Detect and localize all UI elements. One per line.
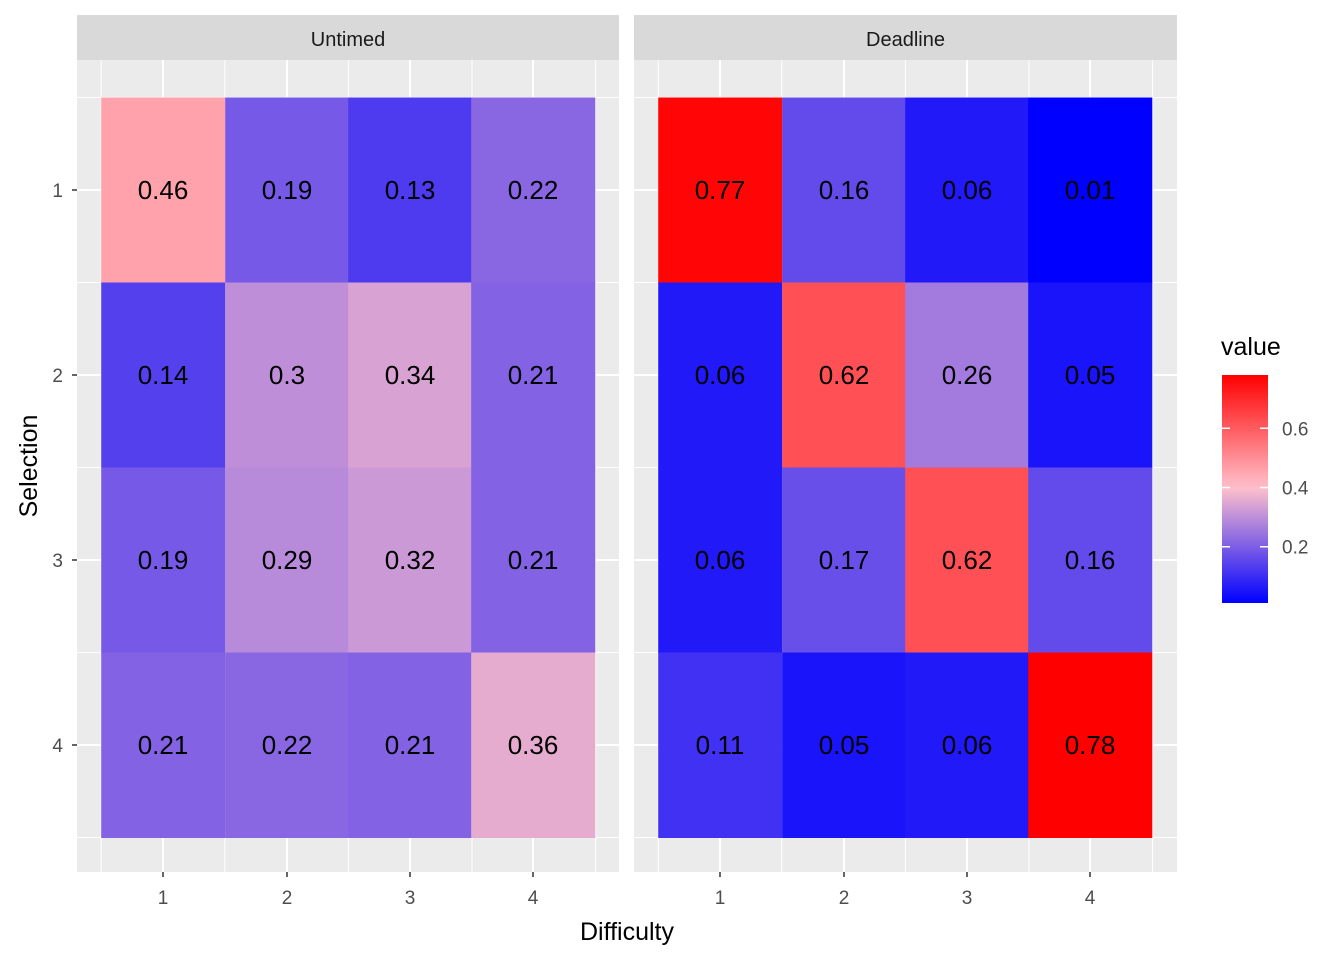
cell-value-label: 0.05 bbox=[1065, 360, 1116, 390]
heatmap-cell bbox=[782, 282, 907, 468]
cell-value-label: 0.11 bbox=[696, 730, 745, 760]
cell-value-label: 0.19 bbox=[138, 545, 189, 575]
cell-value-label: 0.26 bbox=[942, 360, 993, 390]
cell-value-label: 0.78 bbox=[1065, 730, 1116, 760]
heatmap-cell bbox=[348, 97, 473, 283]
legend-tick-label: 0.2 bbox=[1282, 538, 1308, 559]
cell-value-label: 0.22 bbox=[262, 730, 313, 760]
legend-title: value bbox=[1221, 333, 1281, 361]
heatmap-cell bbox=[1028, 97, 1153, 283]
heatmap-cell bbox=[348, 467, 473, 653]
heatmap-cell bbox=[471, 467, 596, 653]
facet-panel-deadline: Deadline 0.77 0.16 0.06 0.01 0.06 0.62 0.26 0.05… bbox=[634, 15, 1177, 909]
heatmap-cell bbox=[782, 652, 907, 838]
heatmap-cell bbox=[658, 652, 783, 838]
heatmap-cell bbox=[225, 282, 350, 468]
cell-value-label: 0.62 bbox=[819, 360, 870, 390]
cell-value-label: 0.34 bbox=[385, 360, 436, 390]
heatmap-cell bbox=[905, 282, 1030, 468]
y-tick-label: 1 bbox=[52, 181, 63, 202]
heatmap-cell bbox=[225, 97, 350, 283]
color-legend: value 0.2 0.4 0.6 bbox=[1221, 333, 1309, 603]
cell-value-label: 0.32 bbox=[385, 545, 436, 575]
heatmap-cell bbox=[471, 282, 596, 468]
heatmap-cell bbox=[101, 97, 226, 283]
cell-value-label: 0.77 bbox=[695, 175, 746, 205]
cell-value-label: 0.29 bbox=[262, 545, 313, 575]
heatmap-cell bbox=[658, 282, 783, 468]
cell-value-label: 0.14 bbox=[138, 360, 189, 390]
heatmap-cell bbox=[658, 97, 783, 283]
cell-value-label: 0.06 bbox=[695, 545, 746, 575]
x-tick-label: 3 bbox=[962, 888, 973, 909]
cell-value-label: 0.13 bbox=[385, 175, 436, 205]
cell-value-label: 0.22 bbox=[508, 175, 559, 205]
facet-strip-label: Untimed bbox=[311, 29, 385, 51]
heatmap-cell bbox=[101, 282, 226, 468]
heatmap-cell bbox=[348, 282, 473, 468]
heatmap-cell bbox=[782, 467, 907, 653]
cell-value-label: 0.21 bbox=[138, 730, 189, 760]
x-axis-title: Difficulty bbox=[580, 918, 675, 946]
x-tick-label: 4 bbox=[528, 888, 539, 909]
y-axis-title: Selection bbox=[15, 415, 43, 518]
cell-value-label: 0.01 bbox=[1065, 175, 1116, 205]
heatmap-cell bbox=[782, 97, 907, 283]
x-tick-label: 1 bbox=[158, 888, 169, 909]
cell-value-label: 0.06 bbox=[695, 360, 746, 390]
cell-value-label: 0.46 bbox=[138, 175, 189, 205]
cell-value-label: 0.19 bbox=[262, 175, 313, 205]
cell-value-label: 0.36 bbox=[508, 730, 559, 760]
facet-panels: Untimed 0.46 0.19 0.13 0.22 0.14 0.3 0.34 0.21 0.… bbox=[52, 15, 1177, 909]
cell-value-label: 0.06 bbox=[942, 175, 993, 205]
facet-strip bbox=[77, 15, 619, 60]
heatmap-cell bbox=[905, 97, 1030, 283]
heatmap-cell bbox=[905, 652, 1030, 838]
heatmap-cell bbox=[225, 652, 350, 838]
heatmap-cell bbox=[348, 652, 473, 838]
x-tick-label: 4 bbox=[1085, 888, 1096, 909]
heatmap-cell bbox=[905, 467, 1030, 653]
y-tick-label: 2 bbox=[52, 366, 63, 387]
heatmap-cell bbox=[225, 467, 350, 653]
facet-strip-label: Deadline bbox=[866, 29, 945, 51]
heatmap-cell bbox=[1028, 467, 1153, 653]
x-tick-label: 2 bbox=[282, 888, 293, 909]
cell-value-label: 0.05 bbox=[819, 730, 870, 760]
heatmap-cell bbox=[101, 652, 226, 838]
heatmap-cell bbox=[471, 97, 596, 283]
legend-tick-label: 0.4 bbox=[1282, 479, 1309, 500]
cell-value-label: 0.16 bbox=[1065, 545, 1116, 575]
legend-tick-label: 0.6 bbox=[1282, 419, 1308, 440]
cell-value-label: 0.06 bbox=[942, 730, 993, 760]
cell-value-label: 0.17 bbox=[819, 545, 870, 575]
y-tick-label: 3 bbox=[52, 551, 63, 572]
cell-value-label: 0.21 bbox=[385, 730, 436, 760]
heatmap-cell bbox=[471, 652, 596, 838]
facet-panel-untimed: Untimed 0.46 0.19 0.13 0.22 0.14 0.3 0.34 0.21 0.… bbox=[52, 15, 619, 909]
heatmap-cell bbox=[1028, 652, 1153, 838]
heatmap-cell bbox=[658, 467, 783, 653]
cell-value-label: 0.21 bbox=[508, 360, 559, 390]
y-tick-label: 4 bbox=[52, 736, 63, 757]
heatmap-cell bbox=[1028, 282, 1153, 468]
facet-strip bbox=[634, 15, 1177, 60]
x-tick-label: 3 bbox=[405, 888, 416, 909]
cell-value-label: 0.3 bbox=[269, 360, 305, 390]
x-tick-label: 2 bbox=[839, 888, 850, 909]
cell-value-label: 0.21 bbox=[508, 545, 559, 575]
legend-colorbar bbox=[1222, 375, 1268, 603]
cell-value-label: 0.62 bbox=[942, 545, 993, 575]
heatmap-cell bbox=[101, 467, 226, 653]
cell-value-label: 0.16 bbox=[819, 175, 870, 205]
x-tick-label: 1 bbox=[715, 888, 726, 909]
